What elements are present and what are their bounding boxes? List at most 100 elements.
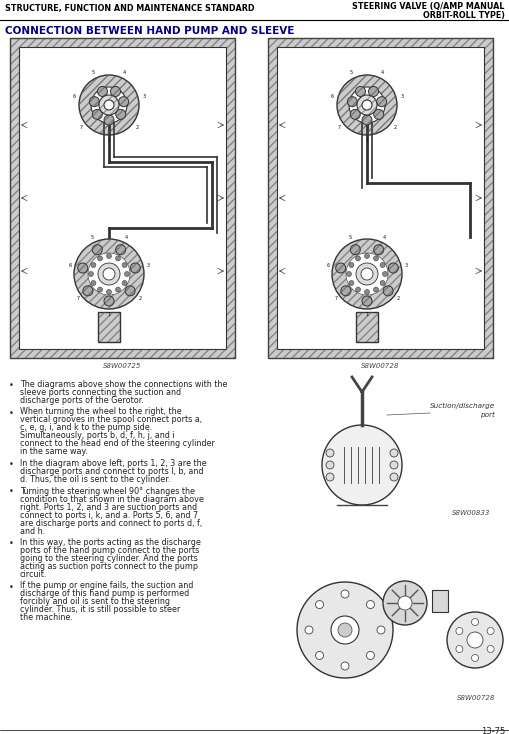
Text: circuit.: circuit. — [20, 570, 47, 579]
Circle shape — [88, 253, 130, 295]
Circle shape — [373, 109, 383, 120]
Circle shape — [336, 75, 396, 135]
Circle shape — [373, 244, 383, 255]
Text: forcibly and oil is sent to the steering: forcibly and oil is sent to the steering — [20, 597, 169, 606]
Bar — [431, 590, 447, 612]
Bar — [98, 312, 120, 342]
Circle shape — [466, 632, 482, 648]
Circle shape — [125, 286, 135, 296]
Text: In this way, the ports acting as the discharge: In this way, the ports acting as the dis… — [20, 538, 201, 547]
Bar — [276, 47, 483, 349]
Circle shape — [368, 87, 378, 96]
Circle shape — [389, 473, 397, 481]
Text: c, e, g, i, and k to the pump side.: c, e, g, i, and k to the pump side. — [20, 424, 152, 432]
Circle shape — [397, 596, 411, 610]
Text: 2: 2 — [135, 125, 138, 130]
Circle shape — [104, 296, 114, 306]
Circle shape — [116, 109, 126, 120]
Circle shape — [376, 97, 386, 106]
Circle shape — [115, 287, 120, 292]
Text: 4: 4 — [382, 236, 385, 241]
Text: 13-75: 13-75 — [480, 727, 504, 734]
Circle shape — [331, 239, 401, 309]
Circle shape — [361, 115, 371, 125]
Circle shape — [373, 256, 378, 261]
Circle shape — [99, 95, 119, 115]
Text: d. Thus, the oil is sent to the cylinder.: d. Thus, the oil is sent to the cylinder… — [20, 475, 170, 484]
Bar — [98, 312, 120, 342]
Circle shape — [382, 272, 387, 277]
Text: 2: 2 — [138, 297, 142, 302]
Circle shape — [341, 590, 348, 598]
Circle shape — [103, 268, 115, 280]
Bar — [267, 38, 492, 358]
Circle shape — [97, 87, 107, 96]
Text: 5: 5 — [92, 70, 95, 75]
Text: 4: 4 — [125, 236, 128, 241]
Text: Turning the steering wheel 90° changes the: Turning the steering wheel 90° changes t… — [20, 487, 194, 495]
Text: STEERING VALVE (Q/AMP MANUAL: STEERING VALVE (Q/AMP MANUAL — [352, 2, 504, 11]
Text: in the same way.: in the same way. — [20, 448, 88, 457]
Circle shape — [325, 449, 333, 457]
Circle shape — [364, 253, 369, 258]
Text: right. Ports 1, 2, and 3 are suction ports and: right. Ports 1, 2, and 3 are suction por… — [20, 503, 197, 512]
Circle shape — [455, 628, 462, 634]
Circle shape — [389, 449, 397, 457]
Circle shape — [106, 253, 111, 258]
Circle shape — [389, 461, 397, 469]
Bar — [267, 38, 492, 358]
Bar — [10, 38, 235, 358]
Circle shape — [325, 473, 333, 481]
Circle shape — [346, 272, 351, 277]
Text: 1: 1 — [107, 311, 110, 316]
Circle shape — [122, 280, 127, 286]
Circle shape — [91, 263, 96, 267]
Text: 7: 7 — [336, 125, 340, 130]
Circle shape — [373, 287, 378, 292]
Circle shape — [486, 645, 493, 653]
Text: 3: 3 — [404, 263, 407, 268]
Circle shape — [89, 97, 99, 106]
Text: ORBIT-ROLL TYPE): ORBIT-ROLL TYPE) — [422, 11, 504, 20]
Text: In the diagram above left, ports 1, 2, 3 are the: In the diagram above left, ports 1, 2, 3… — [20, 459, 206, 468]
Text: 1: 1 — [107, 139, 110, 144]
Circle shape — [348, 87, 384, 123]
Text: 5: 5 — [90, 236, 93, 241]
Text: •: • — [9, 381, 14, 390]
Text: 6: 6 — [72, 95, 75, 100]
Text: going to the steering cylinder. And the ports: going to the steering cylinder. And the … — [20, 554, 197, 563]
Text: S8W00728: S8W00728 — [360, 363, 399, 369]
Text: •: • — [9, 409, 14, 418]
Circle shape — [106, 289, 111, 294]
Circle shape — [104, 115, 114, 125]
Circle shape — [455, 645, 462, 653]
Text: When turning the wheel to the right, the: When turning the wheel to the right, the — [20, 407, 181, 416]
Text: 2: 2 — [396, 297, 399, 302]
Circle shape — [355, 256, 360, 261]
Circle shape — [376, 626, 384, 634]
Circle shape — [104, 100, 114, 110]
Circle shape — [366, 652, 374, 659]
Circle shape — [382, 286, 392, 296]
Circle shape — [471, 655, 477, 661]
Text: sleeve ports connecting the suction and: sleeve ports connecting the suction and — [20, 388, 181, 397]
Text: ports of the hand pump connect to the ports: ports of the hand pump connect to the po… — [20, 546, 199, 555]
Text: vertical grooves in the spool connect ports a,: vertical grooves in the spool connect po… — [20, 415, 202, 424]
Circle shape — [356, 95, 376, 115]
Text: 7: 7 — [333, 297, 336, 302]
Text: 3: 3 — [400, 95, 403, 100]
Text: 7: 7 — [79, 125, 82, 130]
Circle shape — [355, 287, 360, 292]
Circle shape — [92, 244, 102, 255]
Bar — [355, 312, 377, 342]
Text: The diagrams above show the connections with the: The diagrams above show the connections … — [20, 380, 227, 389]
Text: 7: 7 — [76, 297, 79, 302]
Text: 6: 6 — [68, 263, 71, 268]
Text: are discharge ports and connect to ports d, f,: are discharge ports and connect to ports… — [20, 518, 202, 528]
Circle shape — [315, 600, 323, 608]
Text: 1: 1 — [365, 139, 368, 144]
Text: STRUCTURE, FUNCTION AND MAINTENANCE STANDARD: STRUCTURE, FUNCTION AND MAINTENANCE STAN… — [5, 4, 254, 13]
Circle shape — [122, 263, 127, 267]
Circle shape — [446, 612, 502, 668]
Bar — [10, 38, 235, 358]
